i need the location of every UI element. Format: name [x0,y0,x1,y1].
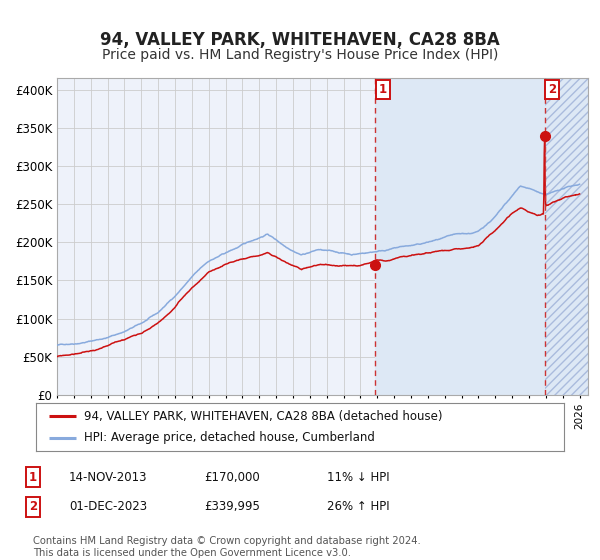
Text: 2: 2 [29,500,37,514]
Text: HPI: Average price, detached house, Cumberland: HPI: Average price, detached house, Cumb… [83,431,374,445]
Text: 1: 1 [379,83,386,96]
Text: 01-DEC-2023: 01-DEC-2023 [69,500,147,514]
Text: 94, VALLEY PARK, WHITEHAVEN, CA28 8BA (detached house): 94, VALLEY PARK, WHITEHAVEN, CA28 8BA (d… [83,409,442,423]
Bar [375,78,545,395]
Text: 11% ↓ HPI: 11% ↓ HPI [327,470,389,484]
Text: Price paid vs. HM Land Registry's House Price Index (HPI): Price paid vs. HM Land Registry's House … [102,48,498,62]
Text: 14-NOV-2013: 14-NOV-2013 [69,470,148,484]
Bar [545,78,588,395]
Text: £339,995: £339,995 [204,500,260,514]
Text: 26% ↑ HPI: 26% ↑ HPI [327,500,389,514]
Text: £170,000: £170,000 [204,470,260,484]
Text: Contains HM Land Registry data © Crown copyright and database right 2024.
This d: Contains HM Land Registry data © Crown c… [33,536,421,558]
Text: 1: 1 [29,470,37,484]
Bar [545,78,588,395]
Text: 94, VALLEY PARK, WHITEHAVEN, CA28 8BA: 94, VALLEY PARK, WHITEHAVEN, CA28 8BA [100,31,500,49]
Text: 2: 2 [548,83,556,96]
